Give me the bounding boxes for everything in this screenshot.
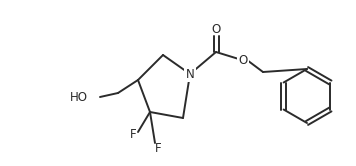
Text: HO: HO xyxy=(70,90,88,103)
Text: F: F xyxy=(130,128,136,141)
Text: O: O xyxy=(239,53,248,67)
Text: O: O xyxy=(211,23,221,36)
Text: F: F xyxy=(155,141,161,155)
Text: N: N xyxy=(185,68,194,81)
